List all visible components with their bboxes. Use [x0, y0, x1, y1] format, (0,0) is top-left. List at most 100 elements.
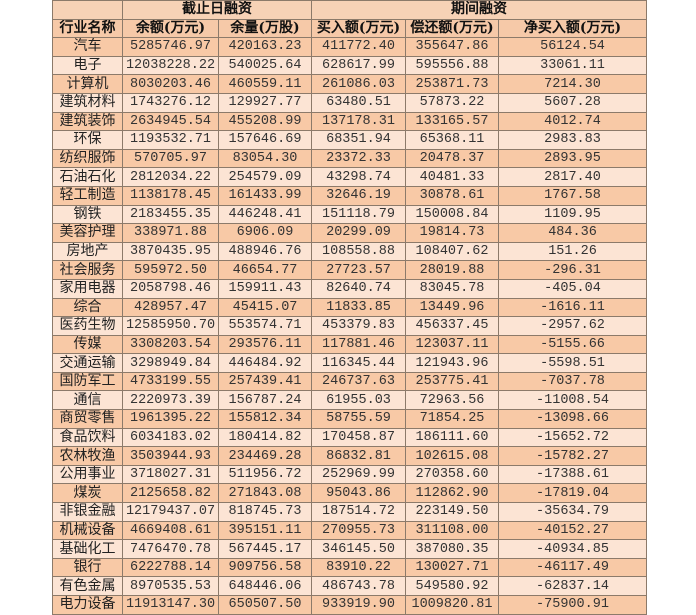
- cell-balance: 2058798.46: [122, 278, 219, 299]
- cell-net-buy: -2957.62: [498, 316, 647, 336]
- cell-volume: 818745.73: [218, 502, 312, 522]
- cell-volume: 6906.09: [218, 223, 312, 243]
- table-row: 纺织服饰 570705.97 83054.30 23372.33 20478.37 289…: [52, 148, 647, 169]
- cell-net-buy: 4012.74: [498, 111, 647, 132]
- cell-industry: 美容护理: [52, 223, 123, 243]
- cell-industry: 农林牧渔: [52, 446, 123, 466]
- cell-volume: 155812.34: [218, 409, 312, 429]
- cell-net-buy: -40152.27: [498, 520, 647, 541]
- cell-repay: 253775.41: [405, 371, 499, 392]
- table-row: 家用电器 2058798.46 159911.43 82640.74 83045.78-…: [52, 278, 647, 299]
- col-header-volume: 余量(万股): [218, 18, 312, 39]
- cell-buy: 151118.79: [311, 204, 406, 225]
- cell-buy: 170458.87: [311, 427, 406, 448]
- cell-industry: 食品饮料: [52, 427, 123, 448]
- cell-buy: 270955.73: [311, 520, 406, 541]
- table-row: 银行 6222788.14 909756.58 83910.22 130027.71 -4…: [52, 557, 647, 578]
- cell-repay: 13449.96: [405, 297, 499, 318]
- cell-buy: 61955.03: [311, 390, 406, 411]
- cell-balance: 1193532.71: [122, 130, 219, 150]
- table-row: 建筑材料 1743276.12 129927.77 63480.51 57873.22 5…: [52, 92, 647, 113]
- table-row: 非银金融 12179437.07 818745.73 187514.72 223149.…: [52, 502, 647, 522]
- cell-volume: 460559.11: [218, 74, 312, 94]
- table-row: 公用事业 3718027.31 511956.72 252969.99 270358.6…: [52, 464, 647, 485]
- cell-volume: 83054.30: [218, 148, 312, 169]
- table-row: 轻工制造 1138178.45 161433.99 32646.19 30878.61 1…: [52, 185, 647, 206]
- col-header-buy: 买入额(万元): [311, 18, 406, 39]
- col-header-repay: 偿还额(万元): [405, 18, 499, 39]
- cell-repay: 20478.37: [405, 148, 499, 169]
- cell-net-buy: -5598.51: [498, 353, 647, 373]
- header-group-row: 截止日融资 期间融资: [52, 0, 647, 20]
- cell-buy: 83910.22: [311, 557, 406, 578]
- cell-buy: 20299.09: [311, 223, 406, 243]
- cell-balance: 4733199.55: [122, 371, 219, 392]
- cell-volume: 159911.43: [218, 278, 312, 299]
- table-row: 钢铁 2183455.35 446248.41 151118.79 150008.84 1…: [52, 204, 647, 225]
- cell-industry: 煤炭: [52, 483, 123, 504]
- cell-balance: 3308203.54: [122, 334, 219, 355]
- cell-buy: 187514.72: [311, 502, 406, 522]
- cell-volume: 909756.58: [218, 557, 312, 578]
- cell-repay: 108407.62: [405, 241, 499, 262]
- cell-industry: 基础化工: [52, 539, 123, 559]
- cell-buy: 68351.94: [311, 130, 406, 150]
- cell-repay: 150008.84: [405, 204, 499, 225]
- cell-buy: 933919.90: [311, 595, 406, 615]
- cell-balance: 3718027.31: [122, 464, 219, 485]
- cell-industry: 轻工制造: [52, 185, 123, 206]
- cell-buy: 23372.33: [311, 148, 406, 169]
- cell-repay: 83045.78: [405, 278, 499, 299]
- cell-volume: 540025.64: [218, 55, 312, 76]
- cell-volume: 271843.08: [218, 483, 312, 504]
- table-row: 有色金属 8970535.53 648446.06 486743.78 549580.9…: [52, 576, 647, 596]
- cell-volume: 511956.72: [218, 464, 312, 485]
- col-header-balance: 余额(万元): [122, 18, 219, 39]
- cell-repay: 40481.33: [405, 167, 499, 187]
- cell-net-buy: 2983.83: [498, 130, 647, 150]
- cell-balance: 8030203.46: [122, 74, 219, 94]
- cell-repay: 28019.88: [405, 260, 499, 280]
- cell-repay: 133165.57: [405, 111, 499, 132]
- cell-buy: 11833.85: [311, 297, 406, 318]
- cell-repay: 72963.56: [405, 390, 499, 411]
- cell-volume: 455208.99: [218, 111, 312, 132]
- cell-balance: 5285746.97: [122, 37, 219, 57]
- cell-industry: 商贸零售: [52, 409, 123, 429]
- cell-balance: 12585950.70: [122, 316, 219, 336]
- cell-volume: 650507.50: [218, 595, 312, 615]
- cell-net-buy: 1109.95: [498, 204, 647, 225]
- table-row: 农林牧渔 3503944.93 234469.28 86832.81 102615.08…: [52, 446, 647, 466]
- cell-volume: 46654.77: [218, 260, 312, 280]
- col-header-net-buy: 净买入额(万元): [498, 18, 647, 39]
- cell-balance: 338971.88: [122, 223, 219, 243]
- cell-net-buy: 5607.28: [498, 92, 647, 113]
- cell-net-buy: -11008.54: [498, 390, 647, 411]
- cell-net-buy: -62837.14: [498, 576, 647, 596]
- cell-industry: 计算机: [52, 74, 123, 94]
- cell-volume: 45415.07: [218, 297, 312, 318]
- cell-repay: 121943.96: [405, 353, 499, 373]
- cell-buy: 27723.57: [311, 260, 406, 280]
- cell-balance: 12179437.07: [122, 502, 219, 522]
- table-body: 汽车 5285746.97 420163.23 411772.40 355647.86 5…: [52, 37, 647, 615]
- cell-industry: 家用电器: [52, 278, 123, 299]
- cell-repay: 19814.73: [405, 223, 499, 243]
- table-row: 煤炭 2125658.82 271843.08 95043.86 112862.90 -1…: [52, 483, 647, 504]
- cell-buy: 86832.81: [311, 446, 406, 466]
- cell-buy: 82640.74: [311, 278, 406, 299]
- cell-buy: 95043.86: [311, 483, 406, 504]
- cell-volume: 395151.11: [218, 520, 312, 541]
- cell-volume: 257439.41: [218, 371, 312, 392]
- cell-industry: 纺织服饰: [52, 148, 123, 169]
- cell-buy: 43298.74: [311, 167, 406, 187]
- cell-repay: 223149.50: [405, 502, 499, 522]
- cell-repay: 65368.11: [405, 130, 499, 150]
- table-row: 交通运输 3298949.84 446484.92 116345.44 121943.9…: [52, 353, 647, 373]
- cell-balance: 7476470.78: [122, 539, 219, 559]
- cell-balance: 6222788.14: [122, 557, 219, 578]
- cell-repay: 102615.08: [405, 446, 499, 466]
- cell-volume: 234469.28: [218, 446, 312, 466]
- cell-buy: 261086.03: [311, 74, 406, 94]
- cell-volume: 161433.99: [218, 185, 312, 206]
